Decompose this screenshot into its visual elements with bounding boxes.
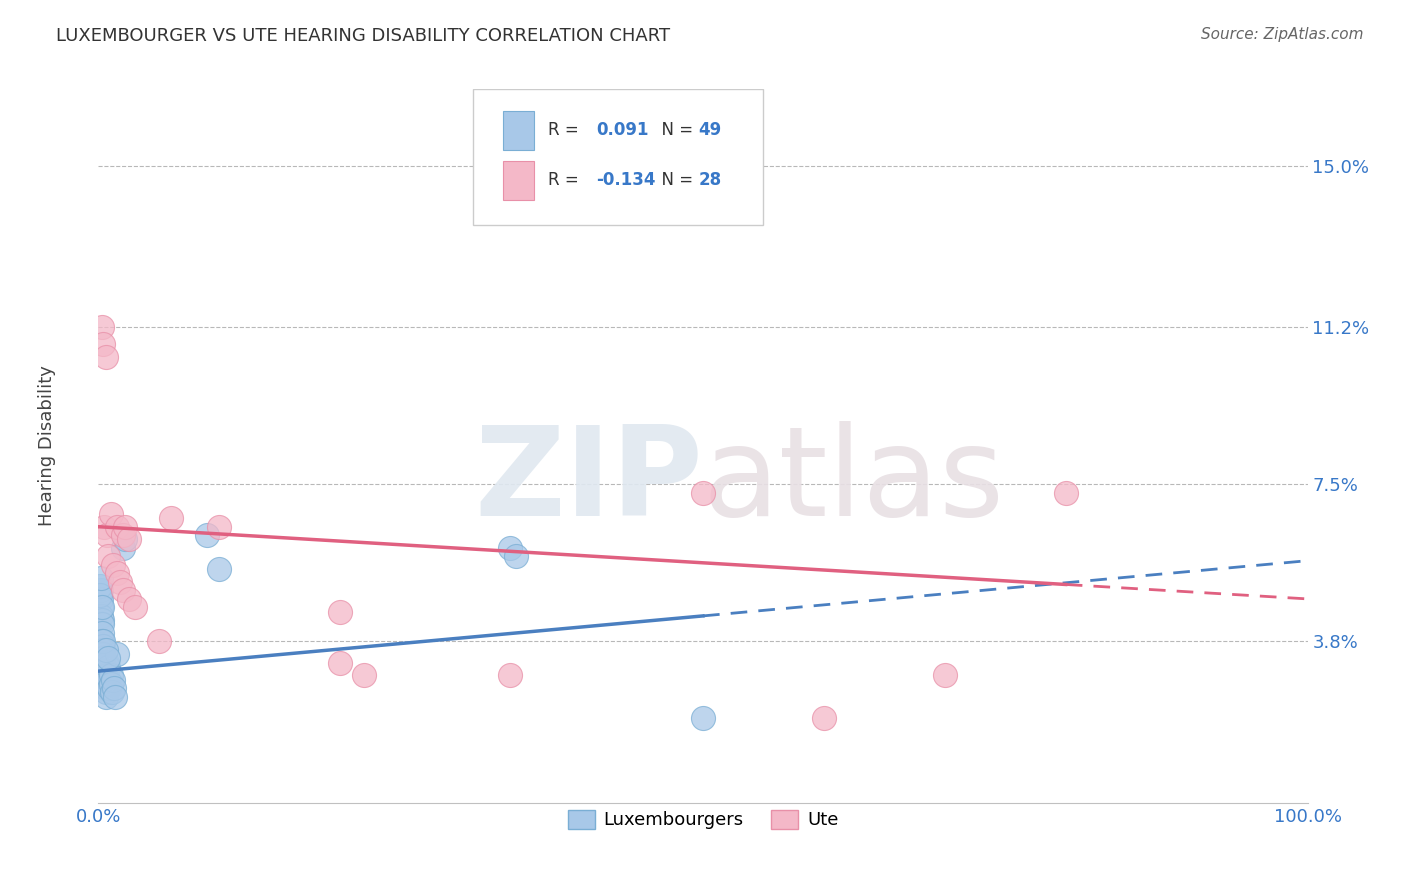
Point — [96, 664, 118, 678]
Point — [111, 583, 134, 598]
Point — [97, 651, 120, 665]
Point — [94, 643, 117, 657]
Text: R =: R = — [548, 121, 585, 139]
Point — [91, 320, 114, 334]
Point — [90, 591, 112, 606]
Point — [89, 579, 111, 593]
Point — [100, 507, 122, 521]
Point — [98, 681, 121, 695]
Point — [96, 668, 118, 682]
Point — [96, 656, 118, 670]
Text: N =: N = — [651, 121, 699, 139]
Point — [105, 519, 128, 533]
FancyBboxPatch shape — [503, 111, 534, 150]
Point — [114, 519, 136, 533]
Point — [97, 660, 120, 674]
FancyBboxPatch shape — [474, 89, 763, 225]
Point — [97, 673, 120, 687]
Point — [91, 656, 114, 670]
Text: -0.134: -0.134 — [596, 171, 657, 189]
Point — [353, 668, 375, 682]
Point — [692, 485, 714, 500]
Point — [90, 600, 112, 615]
Point — [118, 533, 141, 547]
Point — [148, 634, 170, 648]
Point — [93, 668, 115, 682]
Point — [100, 677, 122, 691]
Point — [91, 617, 114, 632]
Point — [90, 583, 112, 598]
Text: 0.091: 0.091 — [596, 121, 650, 139]
Point — [93, 519, 115, 533]
Text: N =: N = — [651, 171, 699, 189]
Y-axis label: Hearing Disability: Hearing Disability — [38, 366, 56, 526]
Point — [100, 685, 122, 699]
Point — [97, 549, 120, 564]
Point — [105, 566, 128, 581]
Point — [100, 668, 122, 682]
Point — [89, 588, 111, 602]
Point — [104, 690, 127, 704]
Point — [160, 511, 183, 525]
Point — [813, 711, 835, 725]
Point — [124, 600, 146, 615]
Point — [93, 673, 115, 687]
Point — [94, 681, 117, 695]
Point — [91, 643, 114, 657]
Point — [91, 634, 114, 648]
Point — [91, 647, 114, 661]
Point — [329, 605, 352, 619]
Point — [96, 528, 118, 542]
Point — [94, 685, 117, 699]
Point — [195, 528, 218, 542]
FancyBboxPatch shape — [503, 161, 534, 200]
Point — [90, 571, 112, 585]
Point — [91, 600, 114, 615]
Point — [118, 591, 141, 606]
Point — [108, 574, 131, 589]
Point — [91, 651, 114, 665]
Text: atlas: atlas — [703, 421, 1005, 542]
Point — [101, 558, 124, 572]
Point — [505, 549, 527, 564]
Point — [208, 562, 231, 576]
Point — [93, 677, 115, 691]
Point — [692, 711, 714, 725]
Point — [111, 528, 134, 542]
Text: LUXEMBOURGER VS UTE HEARING DISABILITY CORRELATION CHART: LUXEMBOURGER VS UTE HEARING DISABILITY C… — [56, 27, 671, 45]
Text: 28: 28 — [699, 171, 721, 189]
Point — [90, 608, 112, 623]
Point — [96, 677, 118, 691]
Point — [91, 639, 114, 653]
Point — [1054, 485, 1077, 500]
Point — [208, 519, 231, 533]
Point — [934, 668, 956, 682]
Point — [91, 634, 114, 648]
Text: 49: 49 — [699, 121, 721, 139]
Point — [91, 626, 114, 640]
Text: R =: R = — [548, 171, 585, 189]
Point — [498, 541, 520, 555]
Point — [94, 350, 117, 364]
Point — [101, 673, 124, 687]
Point — [93, 660, 115, 674]
Text: Source: ZipAtlas.com: Source: ZipAtlas.com — [1201, 27, 1364, 42]
Point — [114, 533, 136, 547]
Point — [93, 664, 115, 678]
Text: ZIP: ZIP — [474, 421, 703, 542]
Point — [498, 668, 520, 682]
Point — [91, 337, 114, 351]
Point — [111, 541, 134, 555]
Point — [329, 656, 352, 670]
Point — [94, 690, 117, 704]
Legend: Luxembourgers, Ute: Luxembourgers, Ute — [561, 803, 845, 837]
Point — [91, 613, 114, 627]
Point — [103, 681, 125, 695]
Point — [105, 647, 128, 661]
